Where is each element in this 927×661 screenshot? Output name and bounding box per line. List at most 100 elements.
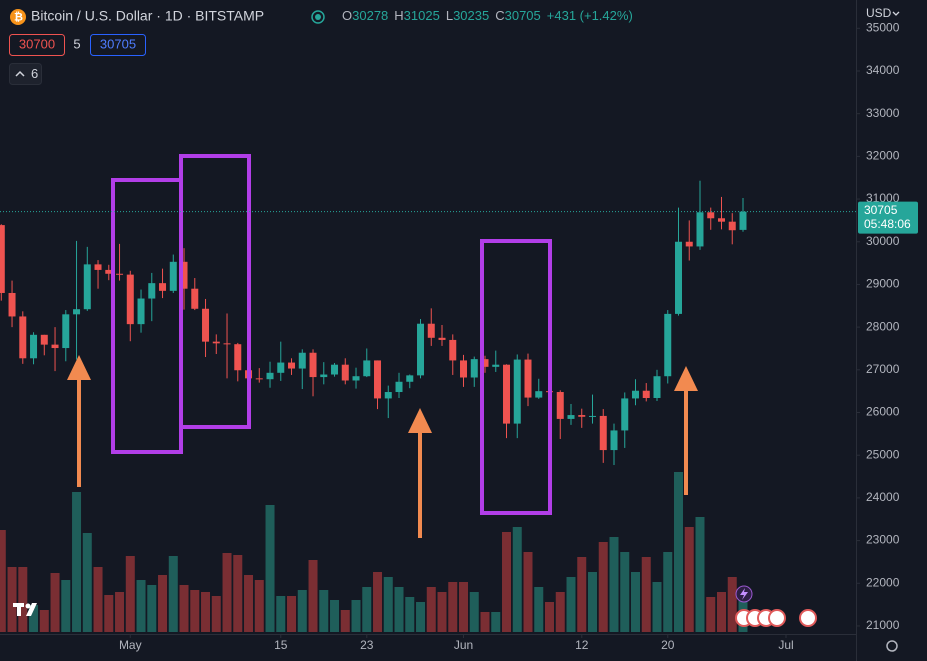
volume-bar — [641, 557, 651, 632]
candle-body — [621, 398, 629, 431]
indicator-toggle[interactable] — [9, 63, 42, 85]
candle-body — [180, 261, 188, 289]
volume-bar — [276, 596, 286, 632]
candle-body — [277, 362, 285, 373]
volume-bar — [330, 600, 340, 632]
arrow-head — [408, 408, 432, 433]
candle-body — [169, 261, 177, 291]
volume-bar — [716, 592, 726, 632]
volume-bar — [39, 610, 49, 632]
volume-bar — [502, 532, 512, 632]
lightning-icon — [740, 588, 748, 600]
volume-bar — [244, 575, 254, 632]
volume-bar — [469, 592, 479, 632]
volume-bar — [523, 552, 533, 632]
volume-bar — [405, 597, 415, 632]
candle-body — [191, 288, 199, 309]
ohlc-label: O — [342, 8, 352, 23]
event-flags — [735, 609, 817, 627]
y-tick-label: 24000 — [866, 490, 900, 504]
volume-bar — [566, 577, 576, 632]
candle-body — [40, 334, 48, 345]
symbol-icon — [10, 9, 26, 25]
candle-body — [116, 273, 124, 275]
volume-bar — [437, 592, 447, 632]
candle-body — [524, 359, 532, 398]
volume-bar — [598, 542, 608, 632]
volume-bar — [577, 557, 587, 632]
candle-body — [94, 264, 102, 270]
volume-bar — [287, 596, 297, 632]
candle-body — [73, 309, 81, 315]
candle-body — [578, 415, 586, 417]
volume-bar — [416, 602, 426, 632]
highlight-box — [480, 239, 552, 515]
indicator-lower: 30705 — [100, 36, 136, 51]
symbol-title[interactable]: Bitcoin / U.S. Dollar · 1D · BITSTAMP — [31, 8, 264, 24]
volume-bar — [50, 573, 60, 632]
volume-bar — [555, 592, 565, 632]
volume-bar — [491, 612, 501, 632]
candle-body — [352, 376, 360, 381]
candle-body — [341, 364, 349, 381]
y-tick-label: 26000 — [866, 405, 900, 419]
market-status[interactable] — [311, 10, 325, 24]
candle-body — [449, 339, 457, 361]
candle-body — [51, 344, 59, 349]
flag-icon[interactable] — [768, 609, 786, 627]
candle-body — [642, 390, 650, 398]
volume-bar — [93, 567, 103, 632]
candle-body — [202, 308, 210, 342]
candle-body — [83, 264, 91, 310]
volume-bar — [72, 492, 82, 632]
volume-bar — [115, 592, 125, 632]
candle-body — [309, 352, 317, 378]
volume-bar — [727, 577, 737, 632]
volume-bar — [663, 552, 673, 632]
x-tick-label: May — [119, 638, 142, 652]
volume-bar — [340, 610, 350, 632]
volume-bar — [480, 612, 490, 632]
volume-bar — [545, 602, 555, 632]
candle-body — [503, 364, 511, 424]
currency[interactable]: USD — [866, 6, 892, 20]
arrow-head — [67, 355, 91, 380]
candle-body — [395, 381, 403, 393]
y-tick-label: 27000 — [866, 362, 900, 376]
change: +431 (+1.42%) — [547, 8, 633, 23]
candle-body — [481, 359, 489, 367]
logo-part — [25, 603, 31, 609]
volume-bar — [394, 587, 404, 632]
candle-body — [631, 390, 639, 399]
arrow-head — [674, 366, 698, 391]
volume-bar — [82, 533, 92, 632]
candle-body — [599, 415, 607, 451]
highlight-box — [179, 154, 251, 429]
volume-bar — [609, 537, 619, 632]
candle-body — [223, 343, 231, 345]
settings-icon[interactable] — [886, 640, 898, 652]
volume-bar — [18, 567, 28, 632]
volume-bar — [29, 605, 39, 632]
y-tick-label: 30000 — [866, 234, 900, 248]
volume-bar — [61, 580, 71, 632]
x-tick-label: 12 — [575, 638, 589, 652]
y-tick-label: 25000 — [866, 447, 900, 461]
candle-body — [126, 274, 134, 325]
volume-bar — [426, 587, 436, 632]
indicator-box — [9, 34, 65, 56]
price-countdown: 05:48:06 — [864, 217, 911, 231]
volume-bar — [297, 590, 307, 632]
volume-bar — [211, 596, 221, 632]
y-tick-label: 28000 — [866, 319, 900, 333]
candle-body — [374, 360, 382, 399]
flag-icon[interactable] — [799, 609, 817, 627]
volume-bar — [254, 580, 264, 632]
candle-body — [567, 415, 575, 419]
y-tick-label: 34000 — [866, 63, 900, 77]
logo-part — [17, 603, 21, 616]
volume-bar — [684, 527, 694, 632]
